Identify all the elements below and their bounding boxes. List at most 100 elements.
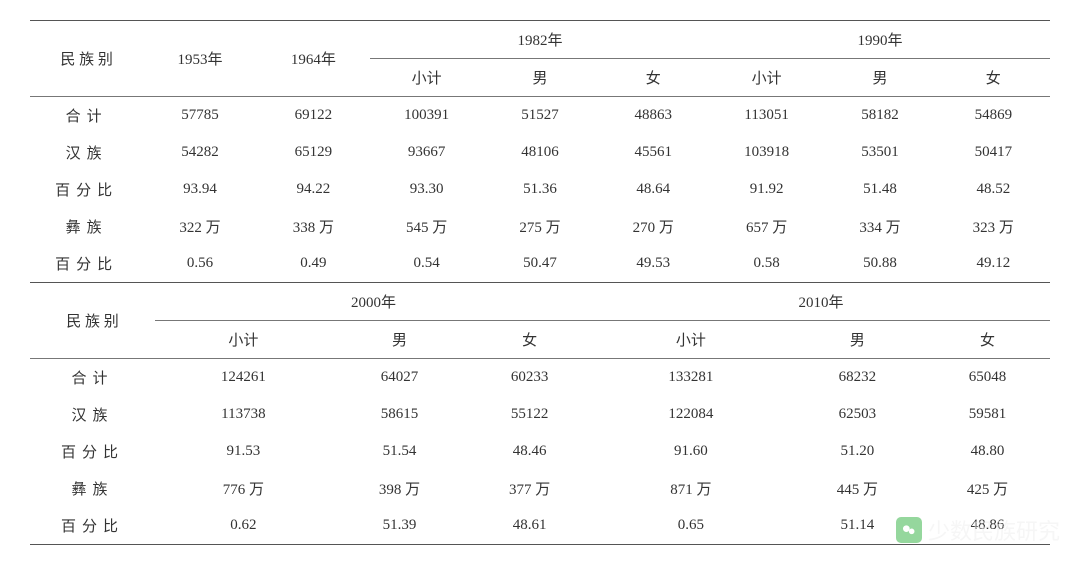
col-female: 女 [925,321,1050,359]
col-male: 男 [823,59,936,97]
cell: 51.36 [483,171,596,208]
table-row: 百分比0.6251.3948.610.6551.1448.86 [30,507,1050,545]
table-row: 合计12426164027602331332816823265048 [30,359,1050,397]
table1-body: 合计57785691221003915152748863113051581825… [30,97,1050,283]
table-row: 彝族322 万338 万545 万275 万270 万657 万334 万323… [30,208,1050,245]
population-table-1: 民 族 别 1953年 1964年 1982年 1990年 小计 男 女 小计 … [30,20,1050,282]
cell: 45561 [597,134,710,171]
col-male: 男 [790,321,925,359]
col-male: 男 [483,59,596,97]
cell: 51.20 [790,433,925,470]
cell: 51.14 [790,507,925,545]
col-2010: 2010年 [592,283,1050,321]
cell: 49.53 [597,245,710,282]
cell: 0.56 [143,245,256,282]
cell: 0.49 [257,245,370,282]
table-row: 百分比0.560.490.5450.4749.530.5850.8849.12 [30,245,1050,282]
cell: 275 万 [483,208,596,245]
col-1990: 1990年 [710,21,1050,59]
col-subtotal: 小计 [155,321,332,359]
row-label: 百分比 [30,171,143,208]
cell: 51.39 [332,507,467,545]
cell: 103918 [710,134,823,171]
cell: 50.47 [483,245,596,282]
cell: 100391 [370,97,483,135]
col-ethnic: 民 族 别 [30,21,143,97]
cell: 69122 [257,97,370,135]
table-row: 彝族776 万398 万377 万871 万445 万425 万 [30,470,1050,507]
col-2000: 2000年 [155,283,592,321]
cell: 62503 [790,396,925,433]
cell: 50.88 [823,245,936,282]
cell: 54869 [937,97,1050,135]
cell: 48.86 [925,507,1050,545]
cell: 322 万 [143,208,256,245]
cell: 270 万 [597,208,710,245]
table-row: 百分比91.5351.5448.4691.6051.2048.80 [30,433,1050,470]
cell: 377 万 [467,470,592,507]
cell: 91.92 [710,171,823,208]
table-row: 汉族54282651299366748106455611039185350150… [30,134,1050,171]
cell: 0.65 [592,507,790,545]
col-ethnic: 民 族 别 [30,283,155,359]
cell: 93.30 [370,171,483,208]
cell: 545 万 [370,208,483,245]
cell: 65048 [925,359,1050,397]
cell: 68232 [790,359,925,397]
cell: 334 万 [823,208,936,245]
cell: 122084 [592,396,790,433]
row-label: 百分比 [30,507,155,545]
cell: 425 万 [925,470,1050,507]
table-row: 百分比93.9494.2293.3051.3648.6491.9251.4848… [30,171,1050,208]
cell: 398 万 [332,470,467,507]
cell: 48.80 [925,433,1050,470]
col-female: 女 [937,59,1050,97]
cell: 776 万 [155,470,332,507]
row-label: 汉族 [30,396,155,433]
cell: 323 万 [937,208,1050,245]
col-subtotal: 小计 [710,59,823,97]
cell: 57785 [143,97,256,135]
cell: 48.64 [597,171,710,208]
cell: 113738 [155,396,332,433]
cell: 93667 [370,134,483,171]
cell: 58182 [823,97,936,135]
cell: 133281 [592,359,790,397]
cell: 48863 [597,97,710,135]
population-table-2: 民 族 别 2000年 2010年 小计 男 女 小计 男 女 合计124261… [30,282,1050,545]
cell: 91.60 [592,433,790,470]
cell: 0.54 [370,245,483,282]
cell: 871 万 [592,470,790,507]
cell: 48106 [483,134,596,171]
row-label: 合计 [30,97,143,135]
cell: 94.22 [257,171,370,208]
cell: 48.52 [937,171,1050,208]
table-row: 汉族11373858615551221220846250359581 [30,396,1050,433]
cell: 48.46 [467,433,592,470]
col-subtotal: 小计 [592,321,790,359]
cell: 124261 [155,359,332,397]
cell: 59581 [925,396,1050,433]
row-label: 汉族 [30,134,143,171]
col-1982: 1982年 [370,21,710,59]
cell: 338 万 [257,208,370,245]
row-label: 合计 [30,359,155,397]
cell: 60233 [467,359,592,397]
col-female: 女 [467,321,592,359]
cell: 445 万 [790,470,925,507]
cell: 55122 [467,396,592,433]
cell: 51.48 [823,171,936,208]
cell: 91.53 [155,433,332,470]
col-female: 女 [597,59,710,97]
row-label: 彝族 [30,208,143,245]
cell: 48.61 [467,507,592,545]
col-male: 男 [332,321,467,359]
cell: 53501 [823,134,936,171]
cell: 65129 [257,134,370,171]
row-label: 百分比 [30,433,155,470]
cell: 64027 [332,359,467,397]
col-1964: 1964年 [257,21,370,97]
row-label: 百分比 [30,245,143,282]
row-label: 彝族 [30,470,155,507]
col-1953: 1953年 [143,21,256,97]
